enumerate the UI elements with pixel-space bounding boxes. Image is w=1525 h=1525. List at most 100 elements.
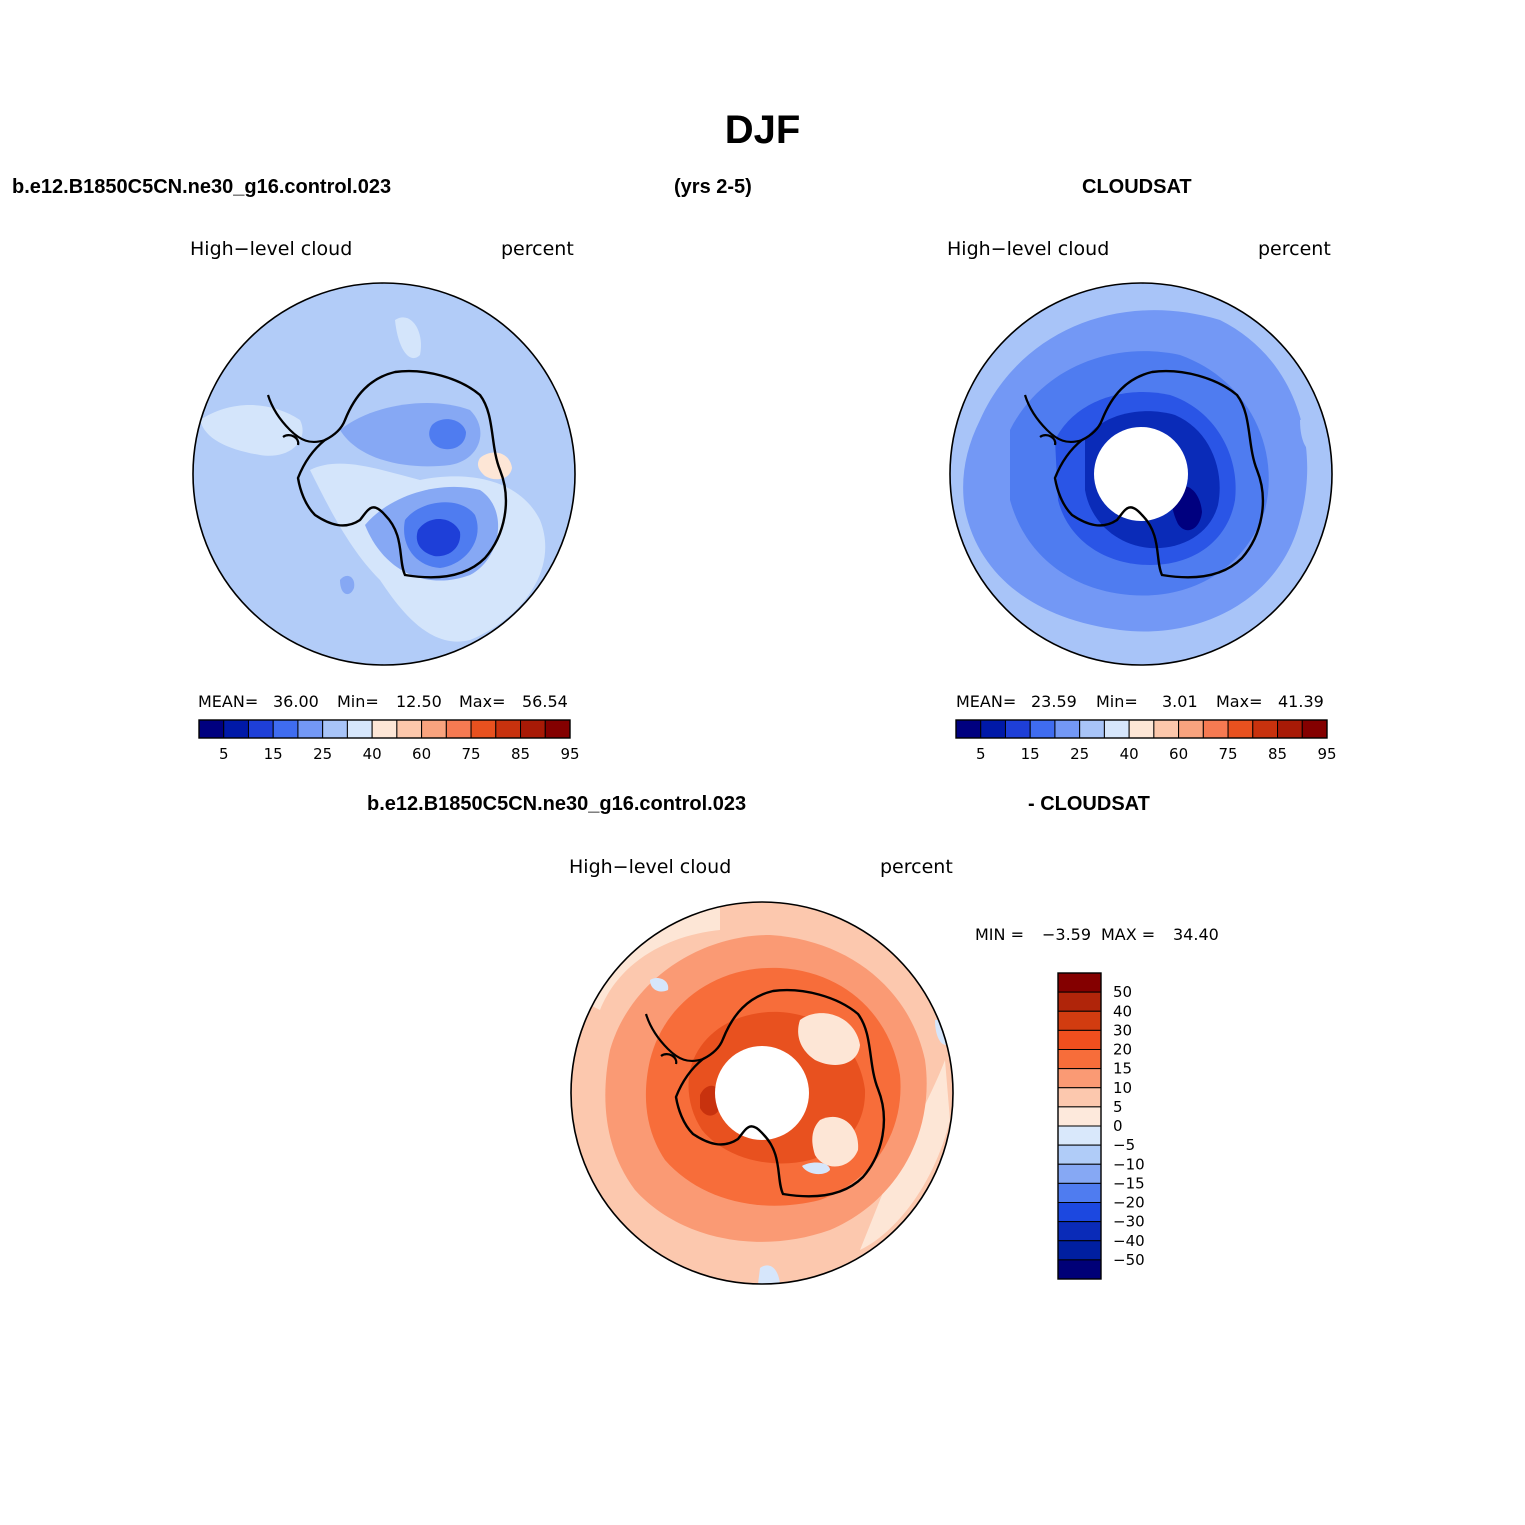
model-max-label: Max= <box>459 692 506 711</box>
diff-map-pale-region-2 <box>812 1116 859 1167</box>
model-min-value: 12.50 <box>396 692 442 711</box>
model-units-label: percent <box>501 238 574 260</box>
diff-obs-header: - CLOUDSAT <box>1028 793 1150 815</box>
obs-colorbar-swatch <box>1178 719 1204 739</box>
obs-colorbar-swatch <box>1079 719 1105 739</box>
model-colorbar-tick-label: 85 <box>511 745 530 763</box>
diff-map-pale-region <box>798 1013 860 1065</box>
obs-colorbar-swatch <box>1103 719 1130 739</box>
diff-map-blue-spot <box>802 1162 830 1175</box>
model-map-mid-region <box>340 402 481 467</box>
model-colorbar-swatch <box>520 719 546 739</box>
diff-colorbar-tick-label: 50 <box>1113 983 1132 1001</box>
obs-colorbar-tick-label: 40 <box>1120 745 1139 763</box>
obs-colorbar-swatch <box>1054 719 1081 739</box>
diff-colorbar-frame <box>1057 972 1102 1280</box>
diff-colorbar-tick-label: −10 <box>1113 1155 1145 1173</box>
obs-map-polar-hole <box>1094 427 1188 521</box>
obs-colorbar-swatch <box>1029 719 1056 739</box>
model-colorbar-tick-label: 40 <box>363 745 382 763</box>
model-colorbar-swatch <box>198 719 225 739</box>
diff-colorbar-tick-label: −50 <box>1113 1251 1145 1269</box>
obs-colorbar-tick-label: 25 <box>1070 745 1089 763</box>
model-colorbar-swatch <box>297 719 324 739</box>
model-map-light-region-2 <box>200 405 303 456</box>
obs-mean-label: MEAN= <box>956 692 1017 711</box>
model-colorbar-tick-label: 15 <box>264 745 283 763</box>
obs-colorbar-swatch <box>980 719 1006 739</box>
model-colorbar-frame <box>198 719 571 739</box>
obs-map-coastline <box>1053 370 1265 579</box>
obs-colorbar-tick-label: 85 <box>1268 745 1287 763</box>
model-map-peach-spot <box>477 452 512 480</box>
diff-map-blue-spot-3 <box>650 978 669 992</box>
model-map-light-region-3 <box>395 317 421 359</box>
case-name-header: b.e12.B1850C5CN.ne30_g16.control.023 <box>12 176 392 198</box>
model-colorbar-tick-label: 75 <box>462 745 481 763</box>
model-map-dark-spot <box>429 419 466 450</box>
diff-units-label: percent <box>880 856 953 878</box>
obs-colorbar-swatch <box>1227 719 1254 739</box>
obs-colorbar-swatch <box>1301 719 1328 739</box>
model-colorbar-swatch <box>445 719 472 739</box>
diff-case-header: b.e12.B1850C5CN.ne30_g16.control.023 <box>367 793 747 815</box>
diff-colorbar-swatch <box>1057 1049 1102 1070</box>
obs-min-value: 3.01 <box>1162 692 1198 711</box>
model-mean-label: MEAN= <box>198 692 259 711</box>
diff-colorbar-tick-label: −20 <box>1113 1194 1145 1212</box>
obs-colorbar-tick-label: 95 <box>1317 745 1336 763</box>
obs-max-value: 41.39 <box>1278 692 1324 711</box>
diff-colorbar-tick-label: 30 <box>1113 1021 1132 1039</box>
model-colorbar-swatch <box>322 719 348 739</box>
model-map-mid-spot <box>340 575 355 595</box>
diff-colorbar-tick-label: 15 <box>1113 1060 1132 1078</box>
diff-map-coastline <box>674 989 886 1198</box>
diff-map <box>571 902 953 1284</box>
diff-colorbar-swatch <box>1057 1125 1102 1146</box>
obs-colorbar-swatch <box>1128 719 1155 739</box>
model-colorbar: 5 15 25 40 60 75 85 95 <box>198 719 580 763</box>
model-colorbar-tick-label: 25 <box>313 745 332 763</box>
model-colorbar-swatch <box>470 719 497 739</box>
diff-colorbar-swatch <box>1057 1163 1102 1184</box>
diff-colorbar-swatch <box>1057 1202 1102 1223</box>
obs-colorbar-swatch <box>1202 719 1229 739</box>
diff-map-peninsula <box>644 1013 704 1065</box>
obs-colorbar-swatch <box>1004 719 1031 739</box>
model-colorbar-swatch <box>495 719 522 739</box>
diff-colorbar-tick-label: −5 <box>1113 1136 1135 1154</box>
diff-colorbar-swatch <box>1057 1259 1102 1280</box>
diff-colorbar-swatch <box>1057 972 1102 993</box>
model-colorbar-swatch <box>223 719 249 739</box>
model-colorbar-swatch <box>247 719 274 739</box>
model-colorbar-tick-label: 5 <box>219 745 229 763</box>
model-colorbar-tick-label: 95 <box>560 745 579 763</box>
diff-min-value: −3.59 <box>1042 925 1092 944</box>
page-title: DJF <box>724 108 801 152</box>
obs-colorbar-tick-label: 60 <box>1169 745 1188 763</box>
diff-colorbar-swatch <box>1057 1144 1102 1165</box>
model-colorbar-tick-label: 60 <box>412 745 431 763</box>
model-colorbar-swatch <box>371 719 398 739</box>
diff-max-value: 34.40 <box>1173 925 1219 944</box>
diff-colorbar-tick-label: 40 <box>1113 1002 1132 1020</box>
model-min-label: Min= <box>337 692 379 711</box>
diff-colorbar-swatch <box>1057 1106 1102 1127</box>
model-colorbar-swatch <box>396 719 423 739</box>
obs-map-border <box>949 282 1333 666</box>
model-variable-label: High−level cloud <box>190 238 353 260</box>
obs-map-peninsula <box>1023 394 1083 446</box>
obs-colorbar: 5 15 25 40 60 75 85 95 <box>955 719 1337 763</box>
model-colorbar-swatch <box>272 719 299 739</box>
diff-colorbar-tick-label: −40 <box>1113 1232 1145 1250</box>
model-map <box>193 283 575 665</box>
diff-colorbar-tick-label: −15 <box>1113 1174 1145 1192</box>
diff-map-border <box>570 901 954 1285</box>
obs-variable-label: High−level cloud <box>947 238 1110 260</box>
diff-colorbar-tick-label: 0 <box>1113 1117 1123 1135</box>
model-map-coastline <box>296 370 508 579</box>
model-mean-value: 36.00 <box>273 692 319 711</box>
diff-min-label: MIN = <box>975 925 1024 944</box>
obs-name-header: CLOUDSAT <box>1082 176 1192 198</box>
